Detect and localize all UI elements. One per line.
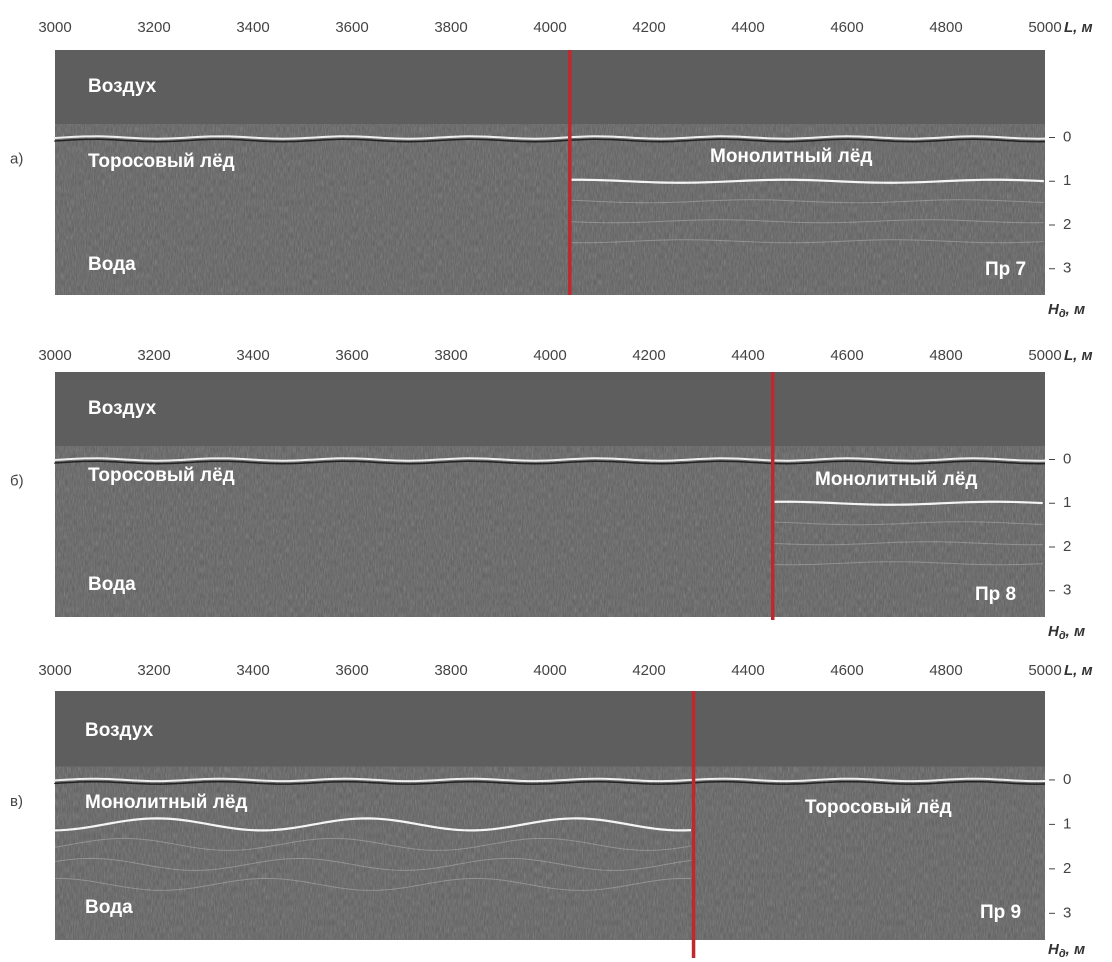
- x-tick-label: 4400: [731, 662, 764, 679]
- x-tick-label: 5000: [1028, 347, 1061, 364]
- x-tick-label: 3200: [137, 662, 170, 679]
- y-axis-label-unit: , м: [1065, 623, 1085, 640]
- x-tick-label: 3400: [236, 347, 269, 364]
- y-tick-label: 2: [1063, 860, 1071, 877]
- y-tick-label: 0: [1063, 128, 1071, 145]
- y-axis-label: Hд, м: [1048, 941, 1085, 960]
- y-axis-label: Hд, м: [1048, 301, 1085, 320]
- x-tick-label: 4000: [533, 347, 566, 364]
- x-tick-label: 4600: [830, 347, 863, 364]
- x-tick-label: 3400: [236, 662, 269, 679]
- layer-label: Торосовый лёд: [805, 797, 952, 818]
- x-tick-label: 3800: [434, 347, 467, 364]
- x-tick-label: 4400: [731, 347, 764, 364]
- x-tick-label: 4800: [929, 662, 962, 679]
- x-tick-label: 3200: [137, 19, 170, 36]
- y-axis-label: Hд, м: [1048, 623, 1085, 642]
- x-tick-label: 3800: [434, 662, 467, 679]
- y-tick-label: 1: [1063, 172, 1071, 189]
- layer-label: Торосовый лёд: [88, 151, 235, 172]
- layer-label: Вода: [85, 897, 133, 918]
- x-tick-label: 3000: [38, 347, 71, 364]
- layer-label: Вода: [88, 574, 136, 595]
- x-tick-label: 4400: [731, 19, 764, 36]
- y-tick-label: 1: [1063, 815, 1071, 832]
- x-tick-label: 3600: [335, 347, 368, 364]
- x-tick-label: 3600: [335, 19, 368, 36]
- x-tick-label: 3200: [137, 347, 170, 364]
- y-tick-label: 0: [1063, 771, 1071, 788]
- x-tick-label: 3400: [236, 19, 269, 36]
- x-tick-label: 4800: [929, 19, 962, 36]
- x-tick-label: 4600: [830, 19, 863, 36]
- layer-label: Торосовый лёд: [88, 465, 235, 486]
- layer-label: Воздух: [88, 76, 157, 97]
- layer-label: Воздух: [85, 720, 154, 741]
- layer-label: Вода: [88, 254, 136, 275]
- x-tick-label: 4800: [929, 347, 962, 364]
- y-axis-label-unit: , м: [1065, 301, 1085, 318]
- y-tick-label: 3: [1063, 582, 1071, 599]
- x-tick-label: 5000: [1028, 662, 1061, 679]
- y-tick-label: 1: [1063, 494, 1071, 511]
- x-axis-label: L, м: [1064, 347, 1093, 364]
- x-tick-label: 3000: [38, 662, 71, 679]
- layer-label: Воздух: [88, 398, 157, 419]
- x-tick-label: 5000: [1028, 19, 1061, 36]
- panel-label: в): [10, 793, 23, 810]
- x-axis-label: L, м: [1064, 19, 1093, 36]
- x-tick-label: 3600: [335, 662, 368, 679]
- x-tick-label: 4200: [632, 19, 665, 36]
- y-axis-label-unit: , м: [1065, 941, 1085, 958]
- radargram-texture: [55, 124, 1045, 295]
- y-tick-label: 2: [1063, 216, 1071, 233]
- y-tick-label: 3: [1063, 904, 1071, 921]
- x-tick-label: 4000: [533, 19, 566, 36]
- x-tick-label: 4600: [830, 662, 863, 679]
- x-tick-label: 4200: [632, 347, 665, 364]
- panel-label: а): [10, 150, 23, 167]
- profile-label: Пр 7: [985, 259, 1026, 280]
- panel-label: б): [10, 472, 24, 489]
- x-axis-label: L, м: [1064, 662, 1093, 679]
- x-tick-label: 3800: [434, 19, 467, 36]
- page: 3000320034003600380040004200440046004800…: [0, 0, 1112, 962]
- x-tick-label: 3000: [38, 19, 71, 36]
- layer-label: Монолитный лёд: [85, 792, 247, 813]
- profile-label: Пр 8: [975, 584, 1016, 605]
- layer-label: Монолитный лёд: [710, 146, 872, 167]
- x-tick-label: 4200: [632, 662, 665, 679]
- figure: 3000320034003600380040004200440046004800…: [0, 0, 1112, 962]
- layer-label: Монолитный лёд: [815, 469, 977, 490]
- x-tick-label: 4000: [533, 662, 566, 679]
- y-tick-label: 0: [1063, 450, 1071, 467]
- profile-label: Пр 9: [980, 902, 1021, 923]
- y-tick-label: 2: [1063, 538, 1071, 555]
- y-tick-label: 3: [1063, 260, 1071, 277]
